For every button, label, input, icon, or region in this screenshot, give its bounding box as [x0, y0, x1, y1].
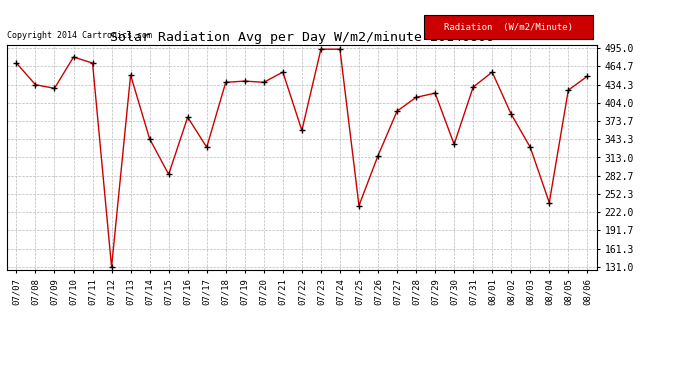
- Title: Solar Radiation Avg per Day W/m2/minute 20140806: Solar Radiation Avg per Day W/m2/minute …: [110, 31, 494, 44]
- Text: Radiation  (W/m2/Minute): Radiation (W/m2/Minute): [444, 22, 573, 32]
- Text: Copyright 2014 Cartronics.com: Copyright 2014 Cartronics.com: [7, 32, 152, 40]
